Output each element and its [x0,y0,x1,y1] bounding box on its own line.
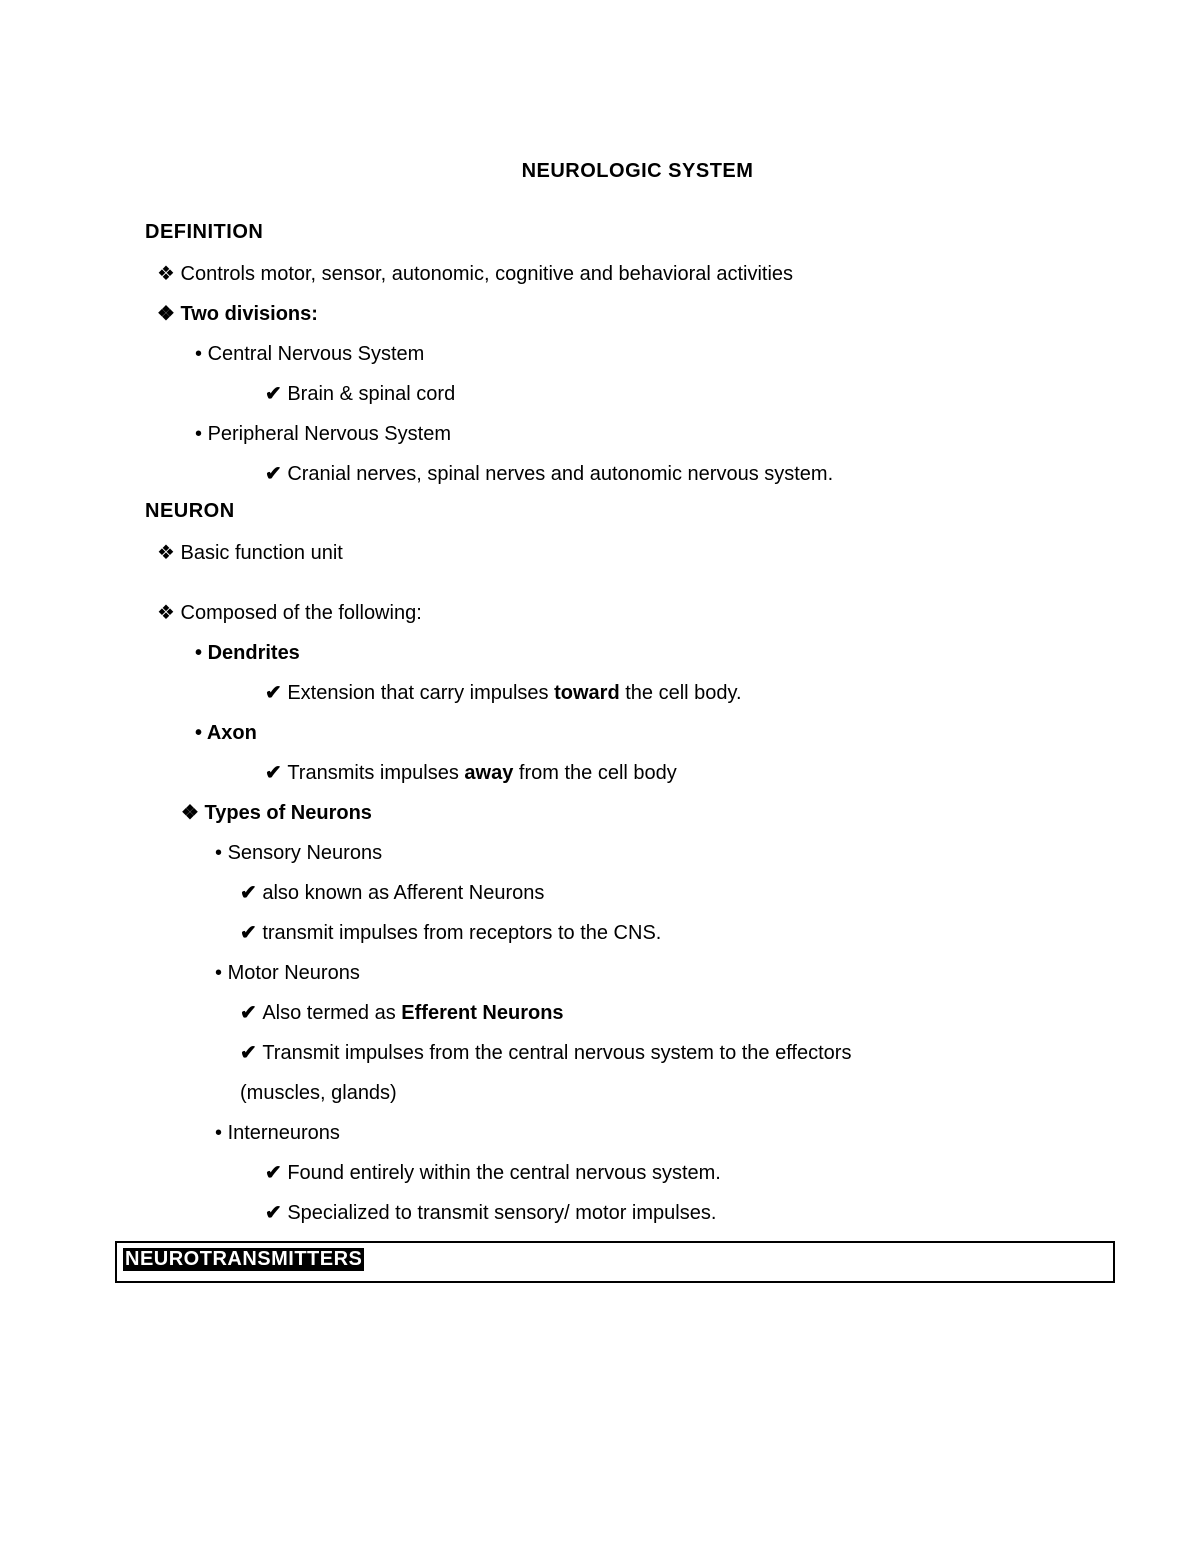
inter-label: Interneurons [145,1113,1055,1153]
sensory-2: transmit impulses from receptors to the … [145,913,1055,953]
page-title: NEUROLOGIC SYSTEM [220,160,1055,183]
neuron-composed: Composed of the following: [145,593,1055,633]
inter-2: Specialized to transmit sensory/ motor i… [145,1193,1055,1233]
motor-1: Also termed as Efferent Neurons [145,993,1055,1033]
inter-1-text: Found entirely within the central nervou… [287,1162,721,1184]
sensory-1: also known as Afferent Neurons [145,873,1055,913]
heading-neuron: NEURON [145,500,1055,523]
def-cns-detail-text: Brain & spinal cord [287,383,455,405]
dendrites-bold: toward [554,682,620,704]
motor-2-text: Transmit impulses from the central nervo… [262,1042,851,1064]
heading-definition: DEFINITION [145,221,1055,244]
motor-2-wrap-text: (muscles, glands) [240,1082,397,1104]
motor-2-wrap: (muscles, glands) [145,1073,1055,1113]
motor-2: Transmit impulses from the central nervo… [145,1033,1055,1073]
def-cns-detail: Brain & spinal cord [145,374,1055,414]
def-pns-detail-text: Cranial nerves, spinal nerves and autono… [287,463,833,485]
types-label-text: Types of Neurons [205,802,372,824]
inter-1: Found entirely within the central nervou… [145,1153,1055,1193]
axon-label: Axon [145,713,1055,753]
axon-bold: away [464,762,513,784]
neuron-composed-text: Composed of the following: [181,602,422,624]
inter-2-text: Specialized to transmit sensory/ motor i… [287,1202,716,1224]
sensory-label: Sensory Neurons [145,833,1055,873]
sensory-2-text: transmit impulses from receptors to the … [262,922,661,944]
neuron-basic-text: Basic function unit [181,542,343,564]
motor-1-pre: Also termed as [262,1002,401,1024]
def-cns: Central Nervous System [145,334,1055,374]
def-pns-detail: Cranial nerves, spinal nerves and autono… [145,454,1055,494]
heading-neurotransmitters: NEUROTRANSMITTERS [123,1248,364,1271]
def-item-1: Controls motor, sensor, autonomic, cogni… [145,254,1055,294]
inter-label-text: Interneurons [228,1122,340,1144]
dendrites-label-text: Dendrites [208,642,300,664]
sensory-label-text: Sensory Neurons [228,842,383,864]
axon-label-text: Axon [207,722,257,744]
def-two-divisions-text: Two divisions: [181,303,318,325]
spacer [145,573,1055,593]
neuron-basic: Basic function unit [145,533,1055,573]
sensory-1-text: also known as Afferent Neurons [262,882,544,904]
axon-post: from the cell body [513,762,676,784]
axon-detail: Transmits impulses away from the cell bo… [145,753,1055,793]
axon-pre: Transmits impulses [287,762,464,784]
dendrites-detail: Extension that carry impulses toward the… [145,673,1055,713]
motor-label-text: Motor Neurons [228,962,360,984]
def-cns-text: Central Nervous System [208,343,425,365]
def-two-divisions: Two divisions: [145,294,1055,334]
neurotransmitters-box: NEUROTRANSMITTERS [115,1241,1115,1283]
types-label: Types of Neurons [145,793,1055,833]
dendrites-post: the cell body. [620,682,742,704]
motor-1-bold: Efferent Neurons [401,1002,563,1024]
def-pns: Peripheral Nervous System [145,414,1055,454]
def-pns-text: Peripheral Nervous System [208,423,451,445]
def-item-1-text: Controls motor, sensor, autonomic, cogni… [181,263,794,285]
dendrites-label: Dendrites [145,633,1055,673]
dendrites-pre: Extension that carry impulses [287,682,554,704]
motor-label: Motor Neurons [145,953,1055,993]
